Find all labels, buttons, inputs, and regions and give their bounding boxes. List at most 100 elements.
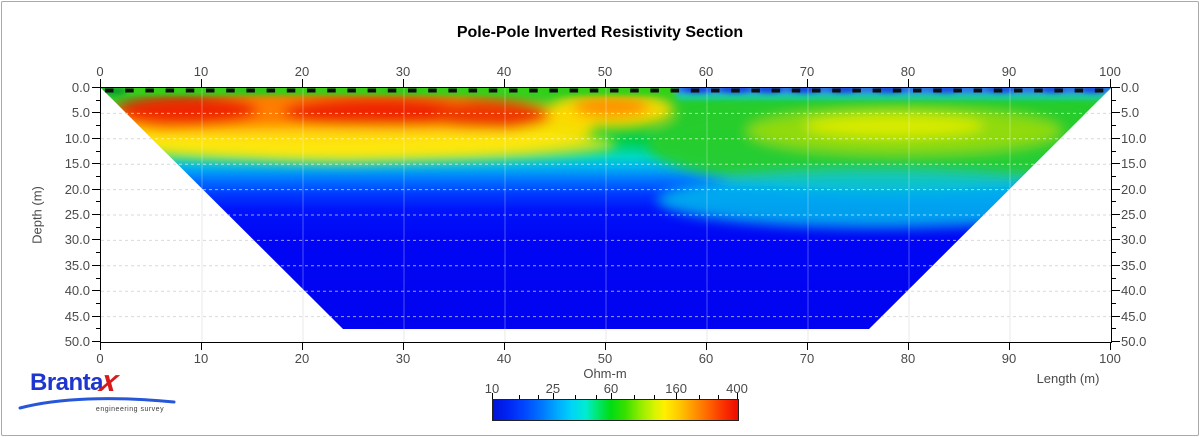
depth-tick-label-right: 20.0 [1121,181,1147,197]
x-tick-label-top: 20 [294,64,310,79]
x-tick-label-top: 90 [1001,64,1017,79]
depth-tick-label-left: 0.0 [71,80,90,95]
length-axis-label: Length (m) [1036,371,1100,386]
colorbar-tick-label: 60 [603,381,619,396]
depth-tick-label-right: 45.0 [1121,308,1147,324]
colorbar-minor-tick [698,395,700,399]
depth-axis-label: Depth (m) [29,186,45,244]
x-major-tick-top [1009,79,1010,87]
x-tick-label-bottom: 80 [900,351,916,366]
x-major-tick-top [201,79,202,87]
colorbar-minor-tick [518,395,520,399]
logo-swoosh-icon [18,397,176,410]
plot-area [100,87,1112,343]
depth-major-tick-right [1112,341,1120,342]
x-major-tick-top [504,79,505,87]
depth-tick-label-right: 15.0 [1121,156,1147,172]
x-major-tick-bottom [1009,342,1010,350]
depth-minor-tick-right [1112,175,1116,177]
depth-major-tick-right [1112,214,1120,215]
logo-wordmark: Brantax [30,365,122,398]
x-tick-label-top: 80 [900,64,916,79]
depth-tick-label-right: 5.0 [1121,105,1140,121]
x-major-tick-top [605,79,606,87]
depth-minor-tick-right [1112,302,1116,304]
brantax-logo: Brantax engineering survey [18,365,183,424]
x-major-tick-bottom [908,342,909,350]
x-major-tick-top [908,79,909,87]
depth-tick-label-left: 15.0 [64,156,90,172]
depth-tick-label-right: 50.0 [1121,334,1147,349]
depth-major-tick-right [1112,290,1120,292]
x-major-tick-bottom [605,342,606,350]
x-tick-label-top: 40 [496,64,512,79]
depth-major-tick-right [1112,315,1120,317]
depth-major-tick-left [92,137,100,139]
depth-minor-tick-left [96,125,100,127]
depth-minor-tick-right [1112,201,1116,203]
depth-major-tick-left [92,341,100,342]
depth-major-tick-left [92,239,100,241]
colorbar-tick-label: 400 [726,381,748,396]
colorbar-gradient [492,399,739,421]
depth-minor-tick-right [1112,99,1116,101]
x-major-tick-bottom [504,342,505,350]
x-major-tick-top [1110,79,1111,87]
x-major-tick-top [807,79,808,87]
depth-minor-tick-right [1112,252,1116,254]
x-major-tick-bottom [706,342,707,350]
x-tick-label-top: 0 [96,64,104,79]
x-tick-label-top: 30 [395,64,411,79]
x-major-tick-bottom [201,342,202,350]
x-tick-label-bottom: 70 [799,351,815,366]
x-major-tick-top [706,79,707,87]
x-tick-label-top: 50 [597,64,613,79]
colorbar-minor-tick [654,395,656,399]
colorbar-major-tick [611,393,612,399]
depth-minor-tick-left [96,252,100,254]
x-major-tick-bottom [100,342,101,350]
depth-tick-label-left: 35.0 [64,257,90,273]
colorbar-major-tick [492,393,493,399]
logo-text-main: Branta [30,369,104,396]
depth-tick-label-left: 20.0 [64,181,90,197]
x-tick-label-top: 70 [799,64,815,79]
colorbar-minor-tick [596,395,598,399]
depth-minor-tick-left [96,99,100,101]
x-tick-label-bottom: 50 [597,351,613,366]
depth-tick-label-left: 5.0 [71,105,90,121]
colorbar-title: Ohm-m [583,366,627,381]
depth-tick-label-right: 0.0 [1121,80,1140,95]
depth-minor-tick-left [96,201,100,203]
resistivity-section-image [101,88,1111,342]
x-tick-label-bottom: 20 [294,351,310,366]
depth-major-tick-left [92,315,100,317]
x-major-tick-bottom [807,342,808,350]
colorbar-minor-tick [575,395,577,399]
x-major-tick-bottom [302,342,303,350]
depth-major-tick-right [1112,87,1120,88]
depth-minor-tick-left [96,302,100,304]
depth-major-tick-right [1112,137,1120,139]
depth-major-tick-left [92,112,100,114]
x-major-tick-top [302,79,303,87]
x-tick-label-bottom: 90 [1001,351,1017,366]
x-major-tick-top [100,79,101,87]
colorbar-major-tick [552,393,554,399]
x-tick-label-bottom: 10 [193,351,209,366]
depth-major-tick-left [92,214,100,215]
colorbar-major-tick [676,393,678,399]
depth-major-tick-left [92,163,100,165]
depth-tick-label-right: 35.0 [1121,257,1147,273]
x-tick-label-top: 100 [1099,64,1121,79]
depth-major-tick-left [92,264,100,266]
depth-tick-label-left: 40.0 [64,283,90,299]
depth-tick-label-left: 50.0 [64,334,90,349]
depth-tick-label-left: 25.0 [64,207,90,222]
depth-major-tick-left [92,290,100,292]
logo-tagline: engineering survey [95,406,165,413]
depth-minor-tick-right [1112,277,1116,279]
depth-major-tick-right [1112,264,1120,266]
x-tick-label-top: 60 [698,64,714,79]
